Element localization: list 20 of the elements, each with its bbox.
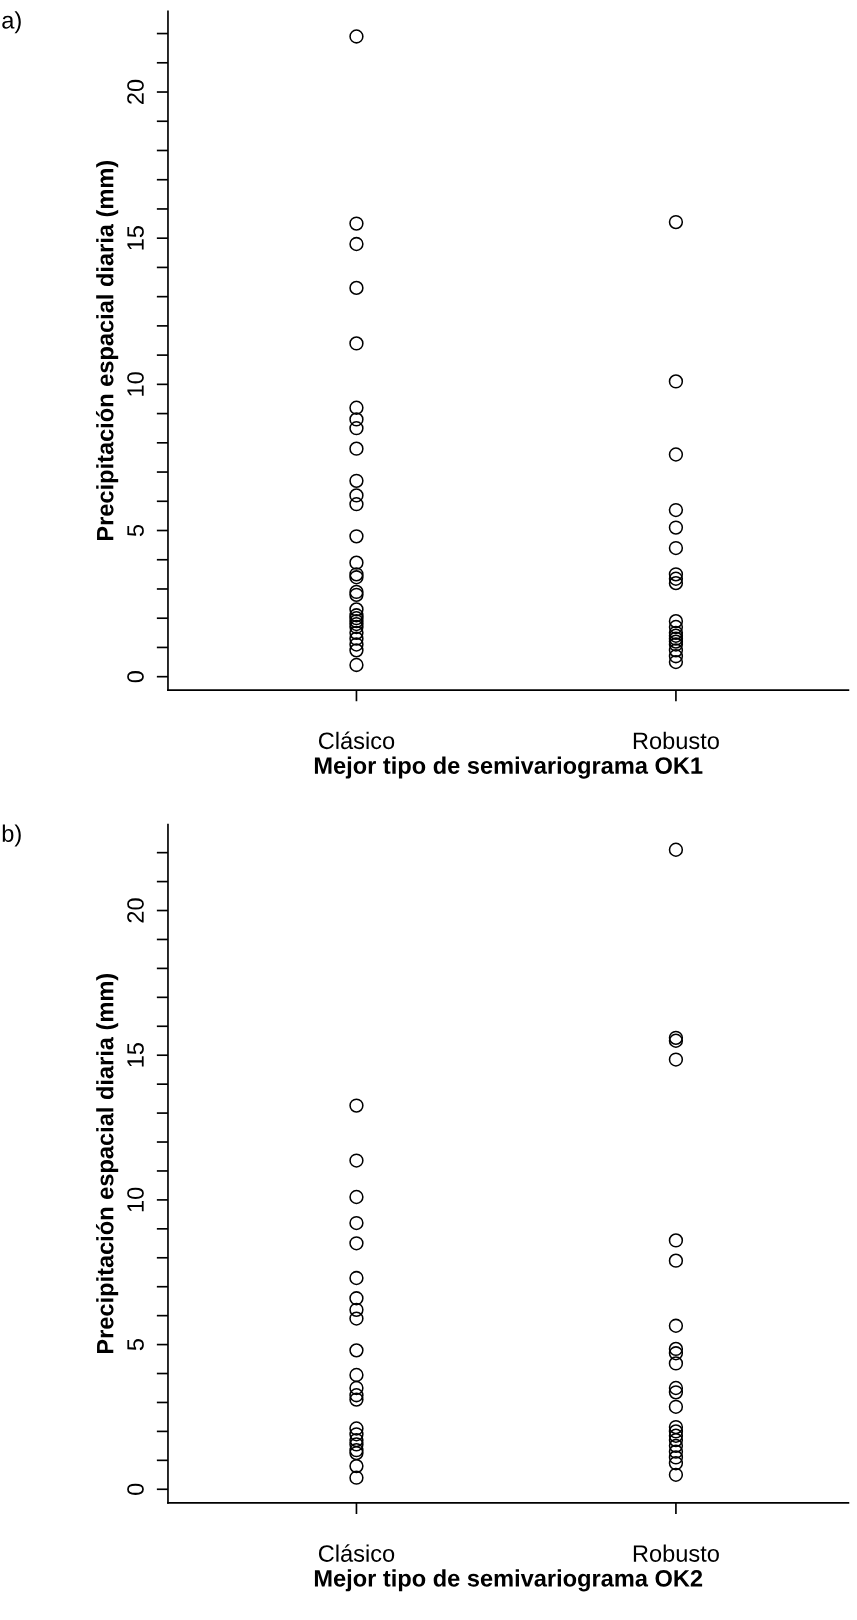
x-tick-label: Clásico <box>318 1544 395 1562</box>
y-tick-label: 10 <box>127 372 144 396</box>
y-tick-label: 5 <box>127 524 144 537</box>
y-tick-label: 15 <box>127 1043 144 1067</box>
x-tick-label: Clásico <box>318 731 395 750</box>
y-tick-label: 5 <box>127 1339 144 1351</box>
y-axis-title: Precipitación espacial diaria (mm) <box>95 160 119 541</box>
x-tick-label: Robusto <box>633 1544 719 1562</box>
y-tick-label: 0 <box>127 671 144 683</box>
x-axis-title: Mejor tipo de semivariograma OK2 <box>314 1569 703 1592</box>
text: a) <box>2 11 21 34</box>
y-tick-label: 0 <box>127 1483 144 1495</box>
text: b) <box>2 824 21 847</box>
y-tick-label: 20 <box>127 79 144 104</box>
y-tick-label: 15 <box>127 226 144 250</box>
x-axis-title: Mejor tipo de semivariograma OK1 <box>314 756 703 779</box>
y-tick-label: 10 <box>127 1187 144 1212</box>
y-tick-label: 20 <box>127 898 144 923</box>
y-axis-title: Precipitación espacial diaria (mm) <box>95 973 119 1354</box>
x-tick-label: Robusto <box>633 731 719 750</box>
